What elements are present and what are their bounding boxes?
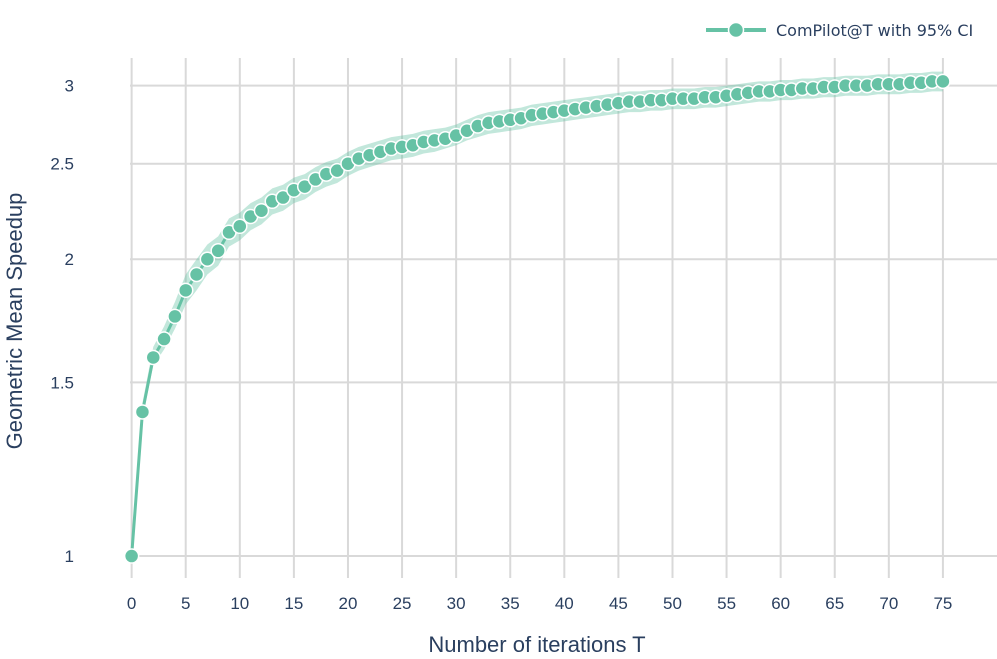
data-point[interactable] — [275, 189, 291, 206]
y-tick-label: 2 — [65, 250, 74, 269]
legend-label: ComPilot@T with 95% CI — [776, 21, 973, 40]
x-axis-title: Number of iterations T — [428, 632, 645, 657]
x-tick-label: 75 — [933, 594, 952, 613]
data-point[interactable] — [123, 548, 140, 564]
x-tick-label: 40 — [555, 594, 574, 613]
confidence-band — [131, 71, 943, 557]
data-point[interactable] — [232, 218, 248, 235]
data-point[interactable] — [145, 349, 162, 366]
data-point[interactable] — [167, 308, 183, 325]
x-tick-label: 30 — [447, 594, 466, 613]
data-point[interactable] — [296, 178, 313, 195]
x-tick-label: 10 — [230, 594, 249, 613]
y-tick-label: 1 — [65, 547, 74, 566]
data-point[interactable] — [253, 202, 270, 219]
x-tick-label: 0 — [127, 594, 136, 613]
y-axis-ticks: 1 1.5 2 2.5 3 — [50, 77, 74, 566]
x-axis-ticks: 0 5 10 15 20 25 30 35 40 45 50 55 60 65 70 75 — [127, 594, 952, 613]
x-tick-label: 5 — [181, 594, 190, 613]
x-tick-label: 55 — [717, 594, 736, 613]
data-point[interactable] — [156, 331, 172, 347]
data-point[interactable] — [210, 243, 226, 259]
x-tick-label: 50 — [663, 594, 682, 613]
x-tick-label: 25 — [393, 594, 412, 613]
x-tick-label: 65 — [825, 594, 844, 613]
x-tick-label: 60 — [771, 594, 790, 613]
data-point[interactable] — [134, 404, 151, 420]
y-axis-title: Geometric Mean Speedup — [2, 193, 27, 450]
data-point[interactable] — [177, 282, 194, 299]
y-tick-label: 3 — [65, 77, 74, 96]
x-tick-label: 20 — [339, 594, 358, 613]
legend-marker-swatch — [727, 21, 745, 39]
x-tick-label: 15 — [284, 594, 303, 613]
x-tick-label: 45 — [609, 594, 628, 613]
data-point[interactable] — [935, 73, 951, 90]
series-points — [123, 73, 951, 564]
data-point[interactable] — [199, 251, 216, 267]
series-line — [130, 79, 943, 557]
data-point[interactable] — [188, 266, 205, 283]
x-tick-label: 35 — [501, 594, 520, 613]
legend[interactable]: ComPilot@T with 95% CI — [706, 21, 973, 40]
gridlines — [130, 58, 997, 578]
y-tick-label: 2.5 — [50, 155, 74, 174]
y-tick-label: 1.5 — [50, 373, 74, 392]
x-tick-label: 70 — [879, 594, 898, 613]
data-point[interactable] — [329, 162, 345, 179]
